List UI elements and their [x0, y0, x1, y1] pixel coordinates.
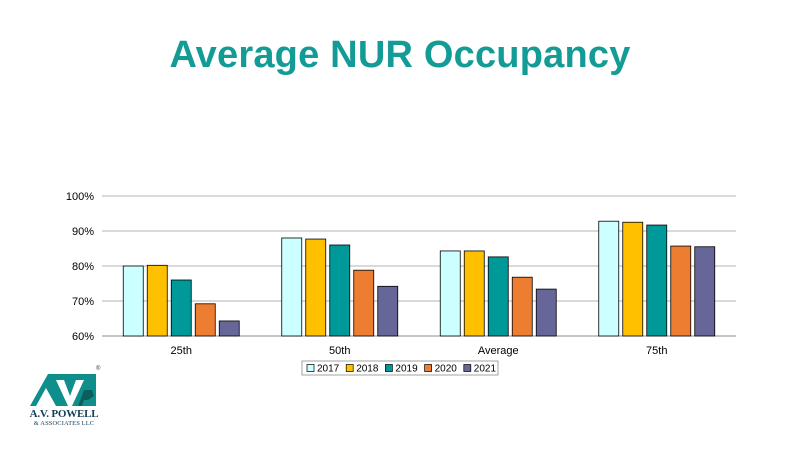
bar-average-2021	[535, 288, 557, 337]
legend-label-2021: 2021	[474, 364, 497, 375]
bar-average-2019	[487, 256, 509, 337]
bar-50th-2018	[305, 238, 327, 337]
bar-average-2017	[439, 250, 461, 337]
avp-logo-icon	[30, 374, 96, 406]
bar-50th-2021	[377, 285, 399, 337]
x-tick-label: 75th	[646, 345, 667, 357]
legend-swatch-2017	[306, 364, 315, 372]
x-tick-label: Average	[478, 345, 519, 357]
slide-title: Average NUR Occupancy	[169, 34, 631, 76]
logo-company-name: A.V. POWELL	[29, 408, 99, 420]
legend-swatch-2018	[345, 364, 354, 372]
legend-swatch-2021	[463, 364, 472, 372]
legend-label-2020: 2020	[435, 364, 458, 375]
bar-average-2020	[511, 276, 533, 337]
legend-label-2018: 2018	[356, 364, 379, 375]
y-tick-label: 80%	[72, 261, 94, 273]
legend-label-2017: 2017	[317, 364, 340, 375]
y-tick-label: 90%	[72, 226, 94, 238]
logo-company-subtitle: & ASSOCIATES LLC	[33, 420, 95, 427]
logo-letter-a	[36, 388, 56, 406]
bar-25th-2017	[122, 265, 144, 337]
logo-registered-mark: ®	[96, 366, 101, 372]
y-tick-label: 70%	[72, 296, 94, 308]
legend-swatch-2020	[424, 364, 432, 372]
bar-25th-2018	[146, 264, 168, 337]
bar-25th-2019	[170, 279, 192, 337]
bar-25th-2021	[218, 320, 240, 337]
bar-50th-2020	[353, 269, 375, 337]
x-tick-label: 25th	[171, 345, 192, 357]
bar-average-2018	[463, 250, 485, 337]
logo-letter-p	[78, 390, 94, 406]
bar-50th-2017	[281, 237, 303, 337]
logo-letter-v	[56, 380, 84, 406]
bar-25th-2020	[194, 303, 216, 337]
bar-75th-2019	[646, 224, 668, 337]
y-tick-label: 60%	[72, 331, 94, 343]
bar-75th-2021	[694, 246, 716, 337]
bar-75th-2020	[670, 245, 692, 337]
legend-swatch-2019	[385, 364, 393, 372]
x-tick-label: 50th	[329, 345, 350, 357]
bar-75th-2018	[622, 221, 644, 337]
bar-50th-2019	[329, 244, 351, 337]
legend-label-2019: 2019	[395, 364, 418, 375]
bar-75th-2017	[598, 220, 620, 337]
y-tick-label: 100%	[66, 191, 94, 203]
